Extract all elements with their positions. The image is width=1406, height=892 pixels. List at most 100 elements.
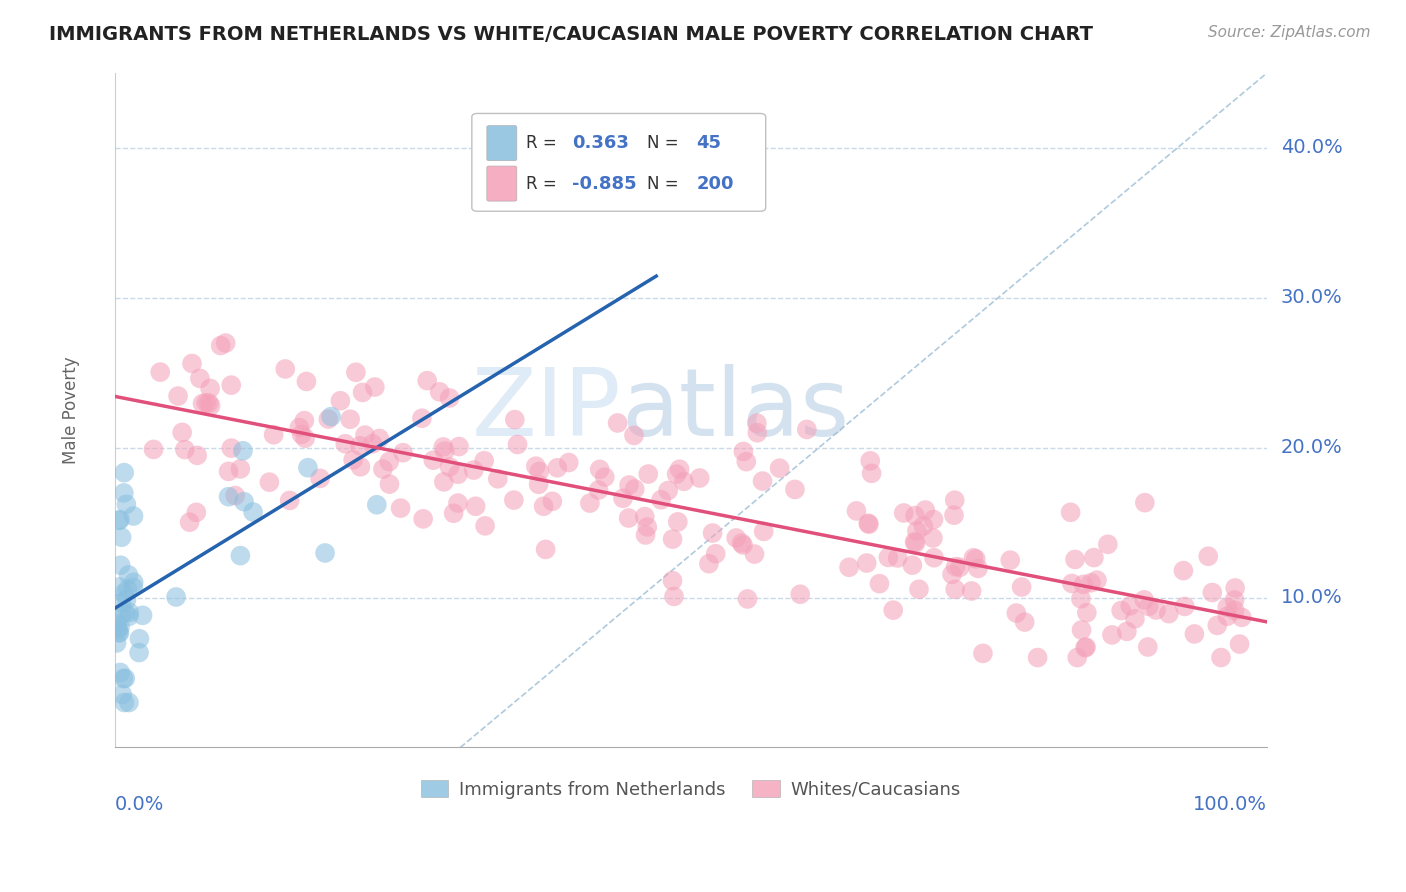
Point <box>1119 599 1142 613</box>
Point <box>110 530 132 544</box>
Point <box>912 519 935 533</box>
Point <box>339 412 361 426</box>
Point <box>110 665 132 680</box>
Point <box>115 497 138 511</box>
Point <box>108 512 131 526</box>
Point <box>122 580 145 594</box>
Point <box>200 399 222 413</box>
Point <box>1137 599 1160 614</box>
Point <box>214 336 236 351</box>
Point <box>1070 591 1092 606</box>
Point <box>962 550 984 565</box>
Point <box>1073 577 1095 591</box>
Point <box>416 374 439 388</box>
Point <box>1133 496 1156 510</box>
Point <box>1014 615 1036 629</box>
Point <box>606 416 628 430</box>
Point <box>105 636 128 650</box>
Point <box>893 506 915 520</box>
Point <box>733 444 755 458</box>
Point <box>1201 585 1223 599</box>
Point <box>1000 553 1022 567</box>
Point <box>579 496 602 510</box>
Point <box>1011 580 1033 594</box>
Point <box>855 556 877 570</box>
Point <box>1074 640 1097 655</box>
Point <box>904 536 927 550</box>
Point <box>361 437 384 451</box>
Point <box>524 459 547 474</box>
Point <box>107 622 129 636</box>
Point <box>637 467 659 481</box>
Point <box>744 547 766 561</box>
Point <box>859 454 882 468</box>
Point <box>1101 628 1123 642</box>
Text: 0.0%: 0.0% <box>115 795 165 814</box>
Point <box>922 512 945 526</box>
Point <box>278 493 301 508</box>
Point <box>378 455 401 469</box>
Point <box>634 509 657 524</box>
Point <box>118 606 141 620</box>
Point <box>1197 549 1219 564</box>
Point <box>612 491 634 506</box>
Legend: Immigrants from Netherlands, Whites/Caucasians: Immigrants from Netherlands, Whites/Cauc… <box>413 773 967 805</box>
Point <box>131 608 153 623</box>
Point <box>1080 575 1102 590</box>
Point <box>118 696 141 710</box>
Point <box>904 508 927 523</box>
FancyBboxPatch shape <box>472 113 766 211</box>
Point <box>636 520 658 534</box>
Point <box>1070 623 1092 637</box>
Point <box>142 442 165 457</box>
Point <box>412 512 434 526</box>
Point <box>439 459 461 474</box>
Point <box>661 532 683 546</box>
Point <box>502 493 524 508</box>
Point <box>368 432 391 446</box>
Point <box>886 551 908 566</box>
Point <box>623 482 645 496</box>
Point <box>118 609 141 624</box>
Point <box>922 550 945 565</box>
Point <box>229 462 252 476</box>
Point <box>112 466 135 480</box>
Text: N =: N = <box>647 134 679 153</box>
Point <box>593 470 616 484</box>
Point <box>274 362 297 376</box>
Point <box>1060 576 1083 591</box>
Text: ZIP: ZIP <box>472 364 621 456</box>
Point <box>1144 603 1167 617</box>
Point <box>943 508 966 523</box>
Text: 45: 45 <box>696 134 721 153</box>
Point <box>389 501 412 516</box>
Point <box>329 393 352 408</box>
Point <box>447 440 470 454</box>
Point <box>908 582 931 597</box>
Point <box>349 459 371 474</box>
Point <box>869 576 891 591</box>
Point <box>433 475 456 489</box>
Point <box>288 420 311 434</box>
Point <box>768 461 790 475</box>
Point <box>112 486 135 500</box>
Point <box>433 444 456 458</box>
Point <box>259 475 281 490</box>
Point <box>617 511 640 525</box>
Point <box>650 492 672 507</box>
Point <box>486 472 509 486</box>
Point <box>371 462 394 476</box>
Text: atlas: atlas <box>621 364 849 456</box>
Point <box>1216 609 1239 624</box>
Point <box>665 467 688 482</box>
Point <box>1076 606 1098 620</box>
Point <box>422 453 444 467</box>
Text: 10.0%: 10.0% <box>1281 588 1343 607</box>
Point <box>858 516 880 531</box>
Point <box>128 632 150 646</box>
Point <box>877 550 900 565</box>
Text: 20.0%: 20.0% <box>1281 438 1343 458</box>
Point <box>117 582 139 597</box>
Point <box>181 356 204 370</box>
Point <box>922 531 945 545</box>
